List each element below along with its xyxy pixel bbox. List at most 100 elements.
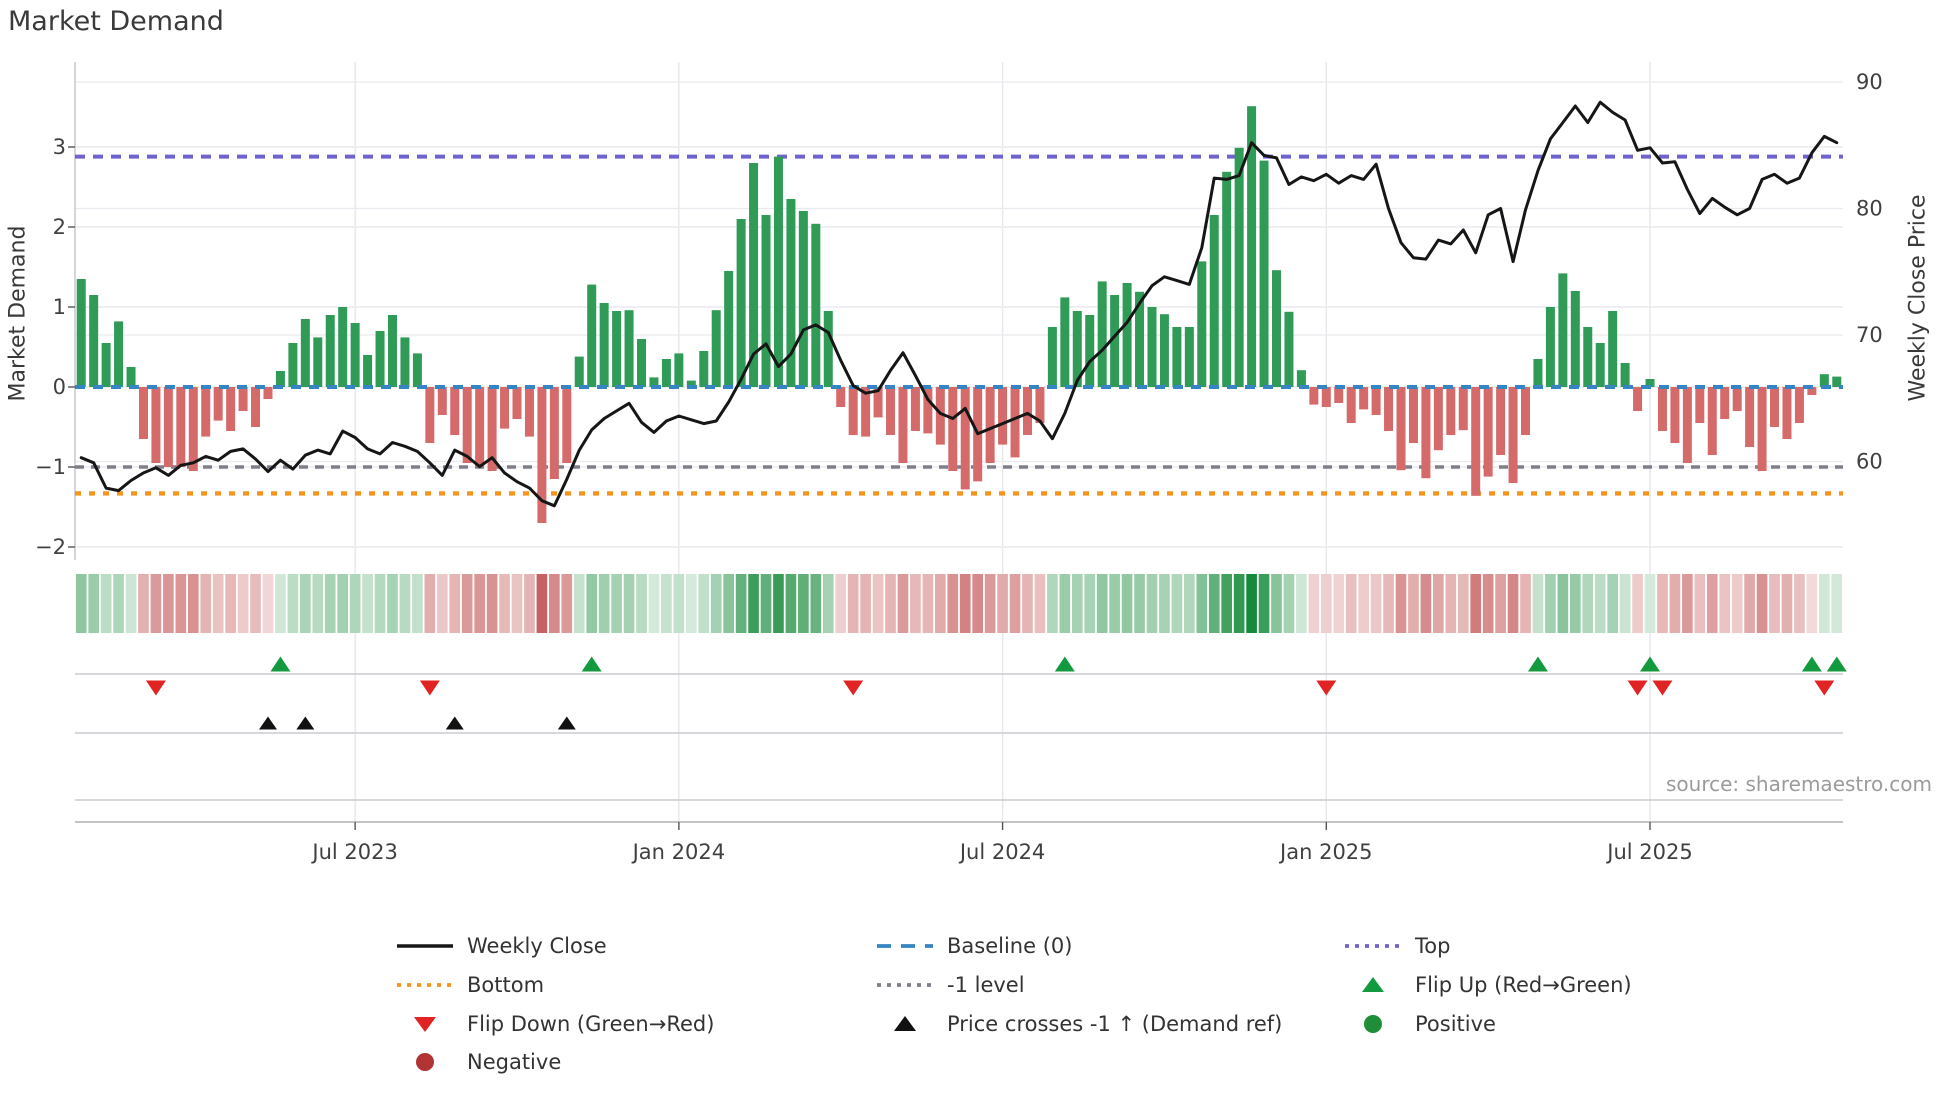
demand-bar <box>537 387 547 523</box>
heatmap-cell <box>1520 574 1531 633</box>
heatmap-cell <box>1283 574 1295 633</box>
heatmap-cell <box>1047 574 1058 633</box>
flip-down-marker <box>843 680 864 696</box>
heatmap-cell <box>536 574 548 633</box>
heatmap-cell <box>586 574 598 633</box>
heatmap-cell <box>1582 574 1594 633</box>
demand-bar <box>400 337 410 387</box>
heatmap-cell <box>723 574 734 633</box>
heatmap-cell <box>997 574 1008 633</box>
demand-bar <box>226 387 236 431</box>
price-cross-marker <box>296 716 315 730</box>
heatmap-cell <box>1370 574 1382 633</box>
heatmap-cell <box>113 574 124 633</box>
heatmap-cell <box>374 574 386 633</box>
demand-bar <box>761 215 771 387</box>
demand-bar <box>1770 387 1780 427</box>
demand-bar <box>512 387 522 419</box>
demand-bar <box>661 359 671 387</box>
heatmap-cell <box>1781 574 1793 633</box>
demand-bar <box>1172 327 1182 387</box>
x-tick-label: Jan 2025 <box>1278 840 1373 864</box>
heatmap-cell <box>412 574 423 633</box>
demand-bar <box>1159 314 1169 387</box>
heatmap-cell <box>1134 574 1145 633</box>
heatmap-cell <box>1034 574 1046 633</box>
demand-bar <box>836 387 846 407</box>
demand-bar <box>350 323 360 387</box>
demand-bar <box>861 387 871 437</box>
heatmap-cell <box>1233 574 1245 633</box>
heatmap-cell <box>1756 574 1768 633</box>
demand-bar <box>462 387 472 463</box>
demand-bar <box>114 321 124 387</box>
right-tick-label: 80 <box>1856 197 1883 221</box>
heatmap-cell <box>88 574 100 633</box>
heatmap-cell <box>1594 574 1606 633</box>
heatmap-cell <box>860 574 871 633</box>
heatmap-cell <box>138 574 149 633</box>
heatmap-cell <box>1682 574 1693 633</box>
heatmap-cell <box>1208 574 1220 633</box>
demand-bar <box>138 387 148 439</box>
heatmap-cell <box>175 574 187 633</box>
demand-bar <box>1135 291 1145 387</box>
heatmap-cell <box>1320 574 1332 633</box>
heatmap-cell <box>250 574 261 633</box>
demand-bar <box>724 271 734 387</box>
heatmap-cell <box>760 574 772 633</box>
flip-up-marker <box>1640 656 1661 672</box>
demand-bar <box>524 387 534 437</box>
demand-bar <box>1384 387 1394 431</box>
demand-bar <box>1110 295 1120 387</box>
demand-bar <box>263 387 273 399</box>
x-tick-label: Jan 2024 <box>631 840 726 864</box>
demand-bar <box>886 387 896 435</box>
heatmap-cell <box>436 574 448 633</box>
demand-bar <box>325 315 335 387</box>
heatmap-cell <box>1632 574 1643 633</box>
heatmap-cell <box>225 574 236 633</box>
demand-bar <box>1022 387 1032 435</box>
demand-bar <box>798 211 808 387</box>
x-tick-label: Jul 2024 <box>958 840 1045 864</box>
heatmap-cell <box>150 574 162 633</box>
demand-bar <box>624 310 634 387</box>
heatmap-cell <box>1296 574 1307 633</box>
flip-up-marker <box>581 656 602 672</box>
demand-bar <box>1458 387 1468 431</box>
demand-bar <box>1657 387 1667 431</box>
heatmap-cell <box>1545 574 1556 633</box>
demand-bar <box>637 339 647 387</box>
demand-bar <box>1060 297 1070 387</box>
demand-bar <box>848 387 858 435</box>
heatmap-cell <box>598 574 610 633</box>
demand-bar <box>500 387 510 429</box>
demand-bar <box>1682 387 1692 463</box>
heatmap-cell <box>922 574 934 633</box>
demand-bar <box>89 295 99 387</box>
demand-bar <box>238 387 248 411</box>
flip-down-marker <box>419 680 440 696</box>
flip-up-marker <box>1054 656 1075 672</box>
heatmap-cell <box>1308 574 1320 633</box>
demand-bar <box>1284 311 1294 387</box>
heatmap-cell <box>1420 574 1432 633</box>
heatmap-cell <box>1246 574 1257 633</box>
heatmap-cell <box>524 574 535 633</box>
demand-bar <box>1645 379 1655 387</box>
right-tick-label: 70 <box>1856 323 1883 347</box>
demand-bar <box>213 387 223 421</box>
left-tick-label: −1 <box>35 455 66 479</box>
heatmap-cell <box>399 574 411 633</box>
heatmap-cell <box>1071 574 1083 633</box>
heatmap-cell <box>75 574 87 633</box>
demand-bar <box>935 387 945 445</box>
heatmap-cell <box>1769 574 1780 633</box>
demand-bar <box>101 343 111 387</box>
heatmap-cell <box>810 574 822 633</box>
demand-bar <box>1595 343 1605 387</box>
demand-bar <box>786 199 796 387</box>
heatmap-cell <box>499 574 510 633</box>
